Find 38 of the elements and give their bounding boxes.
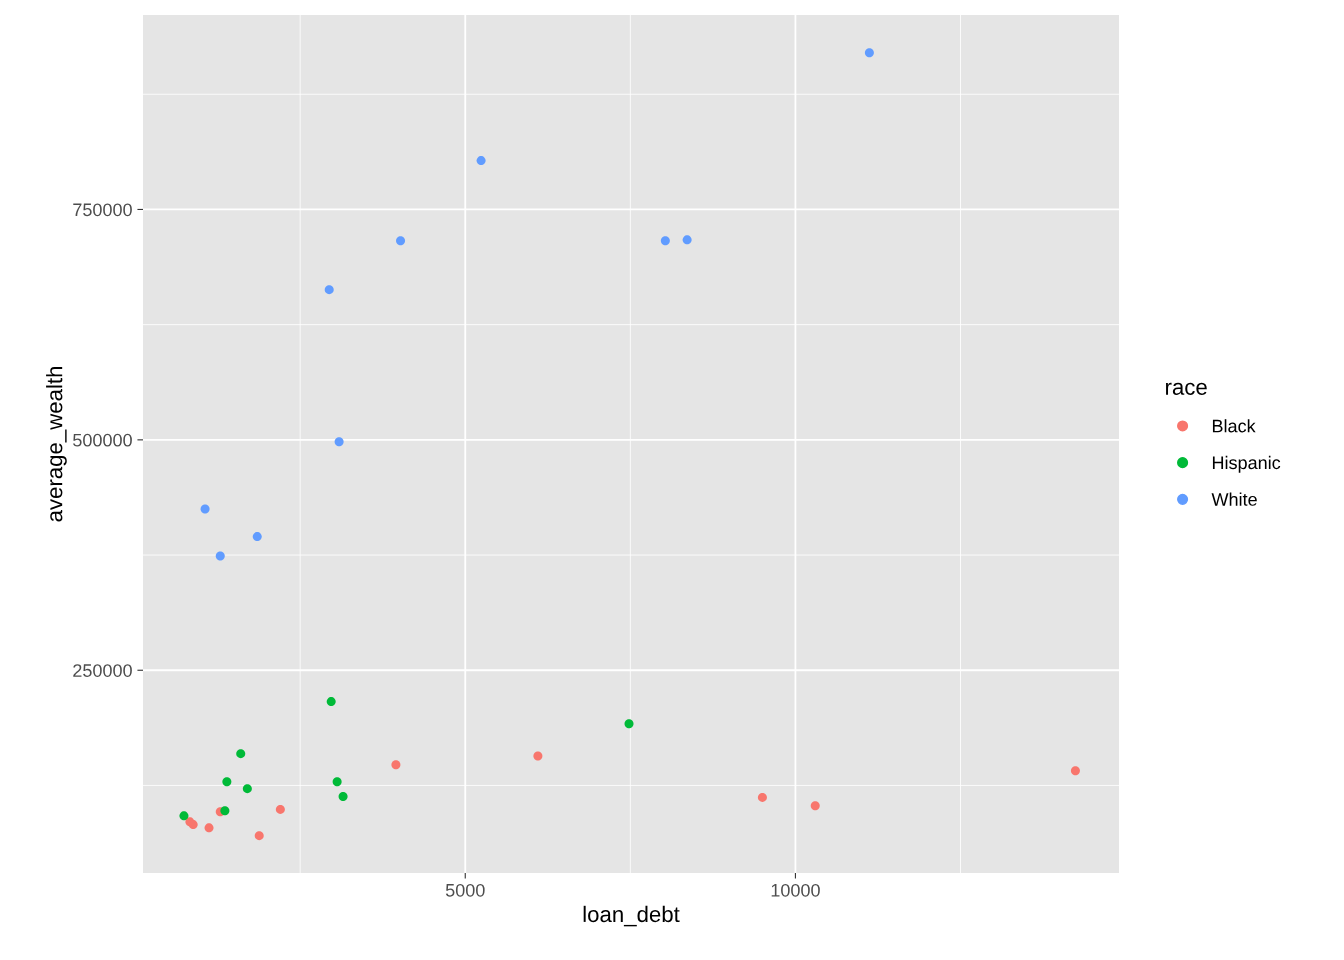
point — [757, 792, 767, 802]
point — [215, 551, 225, 561]
point — [334, 437, 344, 447]
point — [236, 749, 246, 759]
y-tick-label: 750000 — [73, 203, 132, 217]
point — [391, 760, 401, 770]
point — [242, 784, 252, 794]
point — [200, 504, 210, 514]
point — [682, 235, 692, 245]
x-axis-title: loan_debt — [583, 905, 680, 927]
point — [222, 777, 232, 787]
x-tick-label: 5000 — [445, 883, 485, 897]
y-tick-label: 250000 — [73, 664, 132, 677]
point — [252, 532, 262, 542]
point — [324, 285, 334, 295]
x-tick-label: 10000 — [771, 883, 820, 897]
point — [624, 719, 634, 729]
point — [396, 236, 406, 246]
point — [864, 48, 874, 58]
point — [1070, 766, 1080, 776]
point — [332, 777, 342, 787]
point — [220, 806, 230, 816]
point — [179, 811, 189, 821]
point — [810, 801, 820, 811]
legend-label: White — [1211, 492, 1257, 506]
y-axis-title: average_wealth — [46, 366, 67, 522]
legend-label: Hispanic — [1212, 455, 1281, 473]
point — [254, 831, 264, 841]
legend-label: Black — [1212, 419, 1256, 433]
legend-title: race — [1166, 382, 1207, 395]
point — [338, 792, 348, 802]
point — [533, 751, 543, 761]
point — [204, 823, 214, 833]
point — [275, 804, 285, 814]
point — [660, 236, 670, 246]
point — [326, 697, 336, 707]
point — [476, 156, 486, 166]
y-tick-label: 500000 — [73, 433, 132, 447]
